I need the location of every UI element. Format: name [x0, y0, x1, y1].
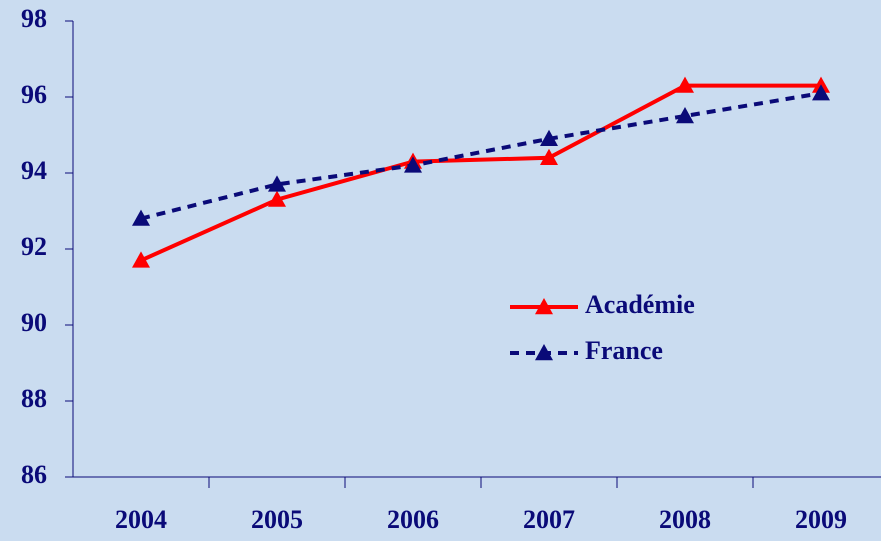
point-marker — [132, 251, 150, 268]
point-marker — [540, 129, 558, 146]
x-tick-label: 2007 — [523, 505, 575, 534]
point-marker — [404, 156, 422, 173]
legend-marker — [535, 344, 553, 361]
y-tick-label: 96 — [21, 80, 47, 109]
legend-label: France — [585, 336, 663, 365]
point-marker — [676, 76, 694, 93]
x-tick-label: 2004 — [115, 505, 167, 534]
x-tick-label: 2009 — [795, 505, 847, 534]
point-marker — [132, 209, 150, 226]
y-tick-label: 98 — [21, 4, 47, 33]
y-tick-label: 90 — [21, 308, 47, 337]
legend-label: Académie — [585, 290, 695, 319]
point-marker — [540, 148, 558, 165]
y-tick-label: 88 — [21, 384, 47, 413]
x-tick-label: 2006 — [387, 505, 439, 534]
y-tick-label: 86 — [21, 460, 47, 489]
point-marker — [676, 107, 694, 124]
y-tick-label: 94 — [21, 156, 47, 185]
x-tick-label: 2008 — [659, 505, 711, 534]
point-marker — [812, 84, 830, 101]
x-tick-label: 2005 — [251, 505, 303, 534]
y-tick-label: 92 — [21, 232, 47, 261]
point-marker — [268, 175, 286, 192]
legend-marker — [535, 298, 553, 315]
series-line — [140, 83, 821, 263]
point-marker — [268, 190, 286, 207]
series-line — [140, 91, 822, 221]
